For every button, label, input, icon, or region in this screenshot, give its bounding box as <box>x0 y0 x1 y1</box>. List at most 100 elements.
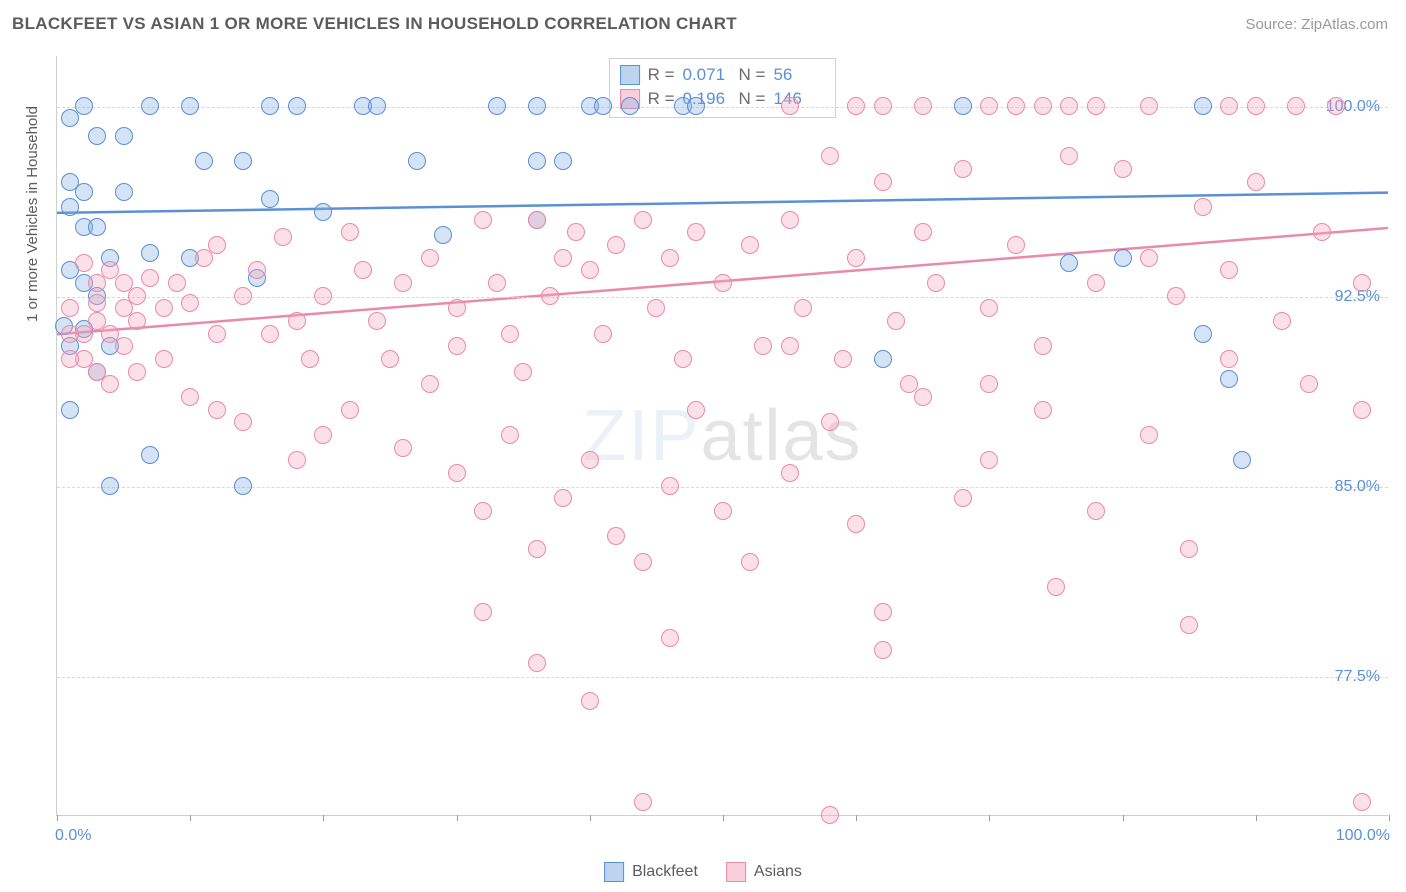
data-point <box>501 426 519 444</box>
data-point <box>181 294 199 312</box>
data-point <box>781 464 799 482</box>
data-point <box>581 451 599 469</box>
data-point <box>1114 249 1132 267</box>
data-point <box>434 226 452 244</box>
data-point <box>474 603 492 621</box>
data-point <box>634 553 652 571</box>
data-point <box>75 254 93 272</box>
legend-label-blackfeet: Blackfeet <box>632 863 698 881</box>
data-point <box>408 152 426 170</box>
data-point <box>554 249 572 267</box>
x-tick <box>1256 815 1257 821</box>
data-point <box>168 274 186 292</box>
data-point <box>115 127 133 145</box>
data-point <box>261 97 279 115</box>
data-point <box>288 312 306 330</box>
data-point <box>1180 540 1198 558</box>
data-point <box>1247 173 1265 191</box>
data-point <box>1180 616 1198 634</box>
data-point <box>381 350 399 368</box>
x-tick <box>856 815 857 821</box>
data-point <box>1233 451 1251 469</box>
x-tick <box>590 815 591 821</box>
data-point <box>1273 312 1291 330</box>
data-point <box>528 152 546 170</box>
chart-title: BLACKFEET VS ASIAN 1 OR MORE VEHICLES IN… <box>12 14 737 34</box>
data-point <box>874 173 892 191</box>
data-point <box>1087 97 1105 115</box>
gridline <box>57 677 1388 678</box>
data-point <box>754 337 772 355</box>
correlation-legend: R = 0.071 N = 56 R = 0.196 N = 146 <box>609 58 837 118</box>
data-point <box>155 299 173 317</box>
data-point <box>61 173 79 191</box>
data-point <box>687 401 705 419</box>
data-point <box>514 363 532 381</box>
data-point <box>448 337 466 355</box>
data-point <box>234 287 252 305</box>
data-point <box>248 261 266 279</box>
data-point <box>1034 337 1052 355</box>
x-tick <box>1389 815 1390 821</box>
data-point <box>714 274 732 292</box>
data-point <box>647 299 665 317</box>
data-point <box>141 97 159 115</box>
data-point <box>1353 274 1371 292</box>
data-point <box>368 97 386 115</box>
data-point <box>234 477 252 495</box>
data-point <box>1300 375 1318 393</box>
data-point <box>1194 325 1212 343</box>
data-point <box>954 489 972 507</box>
data-point <box>781 337 799 355</box>
data-point <box>141 269 159 287</box>
x-tick <box>323 815 324 821</box>
data-point <box>488 97 506 115</box>
data-point <box>687 223 705 241</box>
data-point <box>314 426 332 444</box>
data-point <box>554 152 572 170</box>
data-point <box>61 109 79 127</box>
data-point <box>874 97 892 115</box>
data-point <box>314 287 332 305</box>
data-point <box>1353 793 1371 811</box>
source-label: Source: ZipAtlas.com <box>1245 16 1388 33</box>
data-point <box>1140 97 1158 115</box>
data-point <box>1194 97 1212 115</box>
data-point <box>1220 370 1238 388</box>
data-point <box>607 236 625 254</box>
y-axis-title: 1 or more Vehicles in Household <box>24 106 41 322</box>
data-point <box>354 261 372 279</box>
data-point <box>567 223 585 241</box>
data-point <box>1220 97 1238 115</box>
data-point <box>847 249 865 267</box>
data-point <box>980 97 998 115</box>
data-point <box>288 451 306 469</box>
data-point <box>1034 401 1052 419</box>
data-point <box>128 312 146 330</box>
x-tick <box>457 815 458 821</box>
gridline <box>57 107 1388 108</box>
data-point <box>554 489 572 507</box>
data-point <box>954 160 972 178</box>
data-point <box>887 312 905 330</box>
data-point <box>208 401 226 419</box>
data-point <box>847 515 865 533</box>
data-point <box>821 413 839 431</box>
data-point <box>1007 97 1025 115</box>
data-point <box>621 97 639 115</box>
data-point <box>208 236 226 254</box>
legend-label-asians: Asians <box>754 863 802 881</box>
data-point <box>1060 147 1078 165</box>
data-point <box>834 350 852 368</box>
data-point <box>1114 160 1132 178</box>
data-point <box>1087 274 1105 292</box>
data-point <box>288 97 306 115</box>
y-tick-label: 77.5% <box>1335 668 1380 686</box>
data-point <box>261 190 279 208</box>
scatter-plot: ZIPatlas R = 0.071 N = 56 R = 0.196 N = … <box>56 56 1388 816</box>
x-tick-label-min: 0.0% <box>55 827 91 845</box>
data-point <box>1313 223 1331 241</box>
data-point <box>1287 97 1305 115</box>
data-point <box>368 312 386 330</box>
data-point <box>821 147 839 165</box>
